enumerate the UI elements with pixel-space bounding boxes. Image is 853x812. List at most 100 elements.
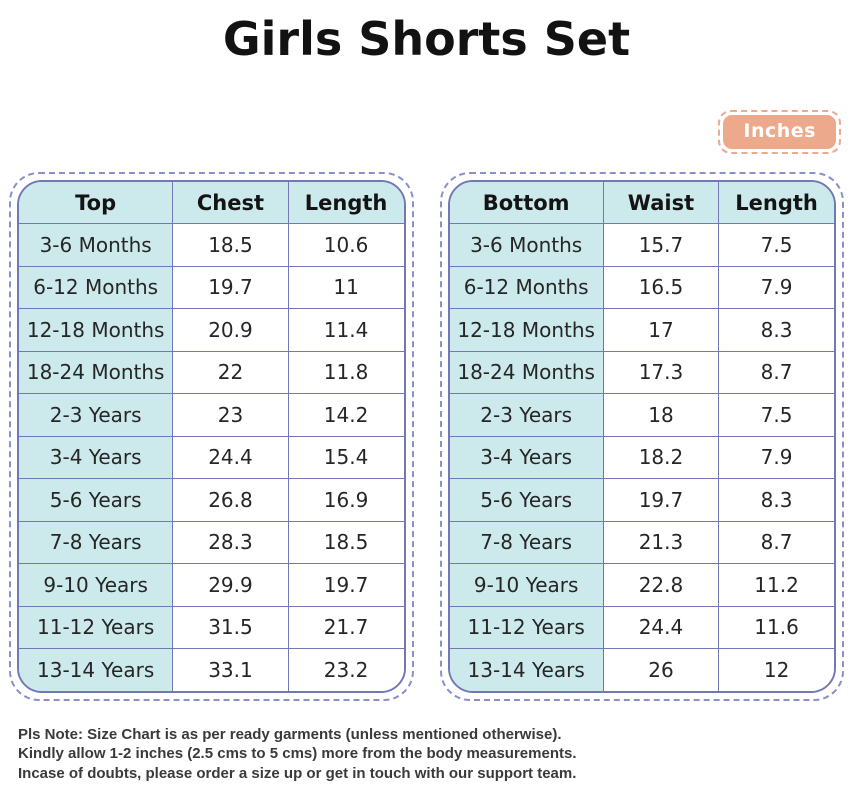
measurement-cell: 18 [602, 393, 720, 437]
measurement-cell: 15.7 [602, 223, 720, 267]
measurement-cell: 15.4 [287, 435, 404, 479]
size-label-cell: 2-3 Years [449, 393, 604, 437]
measurement-cell: 21.7 [287, 605, 404, 649]
table-row: 9-10 Years 22.8 11.2 [449, 563, 834, 607]
measurement-cell: 19.7 [287, 563, 404, 607]
size-tables: Top Chest Length 3-6 Months 18.5 10.6 6-12 Mon… [0, 172, 853, 701]
note-line: Pls Note: Size Chart is as per ready gar… [18, 725, 562, 743]
table-row: 3-6 Months 18.5 10.6 [19, 223, 404, 267]
table-row: 13-14 Years 26 12 [449, 648, 834, 691]
measurement-cell: 28.3 [172, 520, 289, 564]
table-row: 3-4 Years 24.4 15.4 [19, 435, 404, 479]
table-row: 9-10 Years 29.9 19.7 [19, 563, 404, 607]
size-label-cell: 3-4 Years [449, 435, 604, 479]
measurement-cell: 23 [172, 393, 289, 437]
size-label-cell: 2-3 Years [19, 393, 174, 437]
top-size-table: Top Chest Length 3-6 Months 18.5 10.6 6-12 Mon… [19, 182, 404, 691]
measurement-cell: 19.7 [172, 265, 289, 309]
table-row: 2-3 Years 23 14.2 [19, 393, 404, 437]
measurement-cell: 7.9 [718, 435, 834, 479]
measurement-cell: 11.6 [718, 605, 834, 649]
measurement-cell: 8.3 [718, 478, 834, 522]
table-row: 12-18 Months 20.9 11.4 [19, 308, 404, 352]
column-header: Length [718, 182, 834, 224]
column-header: Waist [602, 182, 720, 224]
size-label-cell: 18-24 Months [19, 350, 174, 394]
table-row: 3-4 Years 18.2 7.9 [449, 435, 834, 479]
measurement-cell: 31.5 [172, 605, 289, 649]
bottom-size-table: Bottom Waist Length 3-6 Months 15.7 7.5 6-12 M… [449, 182, 834, 691]
size-label-cell: 7-8 Years [449, 520, 604, 564]
table-row: 7-8 Years 21.3 8.7 [449, 520, 834, 564]
size-label-cell: 3-6 Months [449, 223, 604, 267]
measurement-cell: 7.5 [718, 223, 834, 267]
unit-badge: Inches [718, 110, 841, 154]
column-header: Length [287, 182, 404, 224]
measurement-cell: 7.9 [718, 265, 834, 309]
measurement-cell: 26.8 [172, 478, 289, 522]
size-label-cell: 3-4 Years [19, 435, 174, 479]
measurement-cell: 14.2 [287, 393, 404, 437]
measurement-cell: 11.8 [287, 350, 404, 394]
measurement-cell: 19.7 [602, 478, 720, 522]
badge-row: Inches [0, 110, 853, 154]
bottom-size-table-frame: Bottom Waist Length 3-6 Months 15.7 7.5 6-12 M… [447, 180, 836, 693]
top-size-table: Top Chest Length 3-6 Months 18.5 10.6 6-12 Mon… [9, 172, 414, 701]
measurement-cell: 24.4 [172, 435, 289, 479]
measurement-cell: 23.2 [287, 648, 404, 691]
measurement-cell: 8.7 [718, 520, 834, 564]
size-label-cell: 9-10 Years [449, 563, 604, 607]
table-row: 13-14 Years 33.1 23.2 [19, 648, 404, 691]
column-header: Chest [172, 182, 289, 224]
size-label-cell: 6-12 Months [449, 265, 604, 309]
column-header: Top [19, 182, 174, 224]
table-row: 12-18 Months 17 8.3 [449, 308, 834, 352]
measurement-cell: 17.3 [602, 350, 720, 394]
measurement-cell: 7.5 [718, 393, 834, 437]
measurement-cell: 16.9 [287, 478, 404, 522]
measurement-cell: 29.9 [172, 563, 289, 607]
size-label-cell: 13-14 Years [19, 648, 174, 691]
size-label-cell: 9-10 Years [19, 563, 174, 607]
measurement-cell: 18.5 [287, 520, 404, 564]
table-row: 5-6 Years 19.7 8.3 [449, 478, 834, 522]
measurement-cell: 11.4 [287, 308, 404, 352]
measurement-cell: 24.4 [602, 605, 720, 649]
measurement-cell: 11 [287, 265, 404, 309]
measurement-cell: 11.2 [718, 563, 834, 607]
table-row: 11-12 Years 31.5 21.7 [19, 605, 404, 649]
measurement-cell: 18.5 [172, 223, 289, 267]
measurement-cell: 21.3 [602, 520, 720, 564]
measurement-cell: 8.3 [718, 308, 834, 352]
table-row: 18-24 Months 17.3 8.7 [449, 350, 834, 394]
page-title: Girls Shorts Set [222, 12, 631, 66]
size-label-cell: 11-12 Years [19, 605, 174, 649]
size-label-cell: 5-6 Years [19, 478, 174, 522]
measurement-cell: 12 [718, 648, 834, 691]
measurement-cell: 26 [602, 648, 720, 691]
size-label-cell: 18-24 Months [449, 350, 604, 394]
size-label-cell: 11-12 Years [449, 605, 604, 649]
measurement-cell: 16.5 [602, 265, 720, 309]
note-line: Incase of doubts, please order a size up… [18, 764, 577, 782]
table-row: 11-12 Years 24.4 11.6 [449, 605, 834, 649]
measurement-cell: 22.8 [602, 563, 720, 607]
measurement-cell: 20.9 [172, 308, 289, 352]
top-size-table-frame: Top Chest Length 3-6 Months 18.5 10.6 6-12 Mon… [17, 180, 406, 693]
table-row: 6-12 Months 19.7 11 [19, 265, 404, 309]
header-row: Top Chest Length [19, 182, 404, 224]
measurement-cell: 10.6 [287, 223, 404, 267]
table-row: 7-8 Years 28.3 18.5 [19, 520, 404, 564]
size-label-cell: 3-6 Months [19, 223, 174, 267]
measurement-cell: 33.1 [172, 648, 289, 691]
measurement-cell: 22 [172, 350, 289, 394]
size-label-cell: 7-8 Years [19, 520, 174, 564]
measurement-cell: 17 [602, 308, 720, 352]
column-header: Bottom [449, 182, 604, 224]
table-row: 18-24 Months 22 11.8 [19, 350, 404, 394]
measurement-cell: 8.7 [718, 350, 834, 394]
size-label-cell: 12-18 Months [449, 308, 604, 352]
size-label-cell: 12-18 Months [19, 308, 174, 352]
size-label-cell: 5-6 Years [449, 478, 604, 522]
measurement-cell: 18.2 [602, 435, 720, 479]
